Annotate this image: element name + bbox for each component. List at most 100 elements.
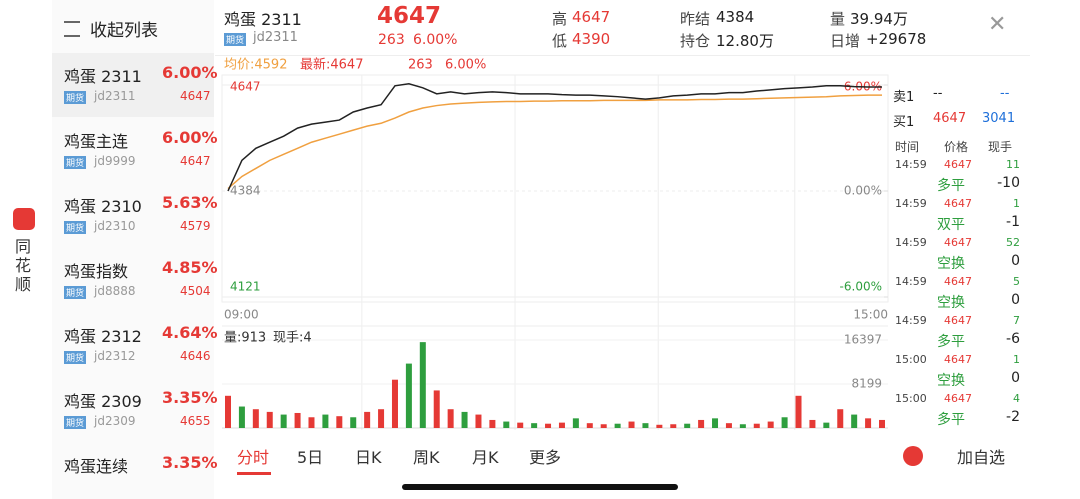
quote-label: 昨结 [680,10,711,28]
tab[interactable]: 周K [413,448,440,467]
item-change: 3.35% [162,453,218,472]
tab[interactable]: 分时 [237,448,270,467]
item-name[interactable]: 鸡蛋 2309 [64,392,142,411]
item-badge: 期货 [64,91,87,104]
quote-value: 39.94万 [850,10,908,28]
collapse-list[interactable]: 收起列表 [90,21,158,41]
trade-price: 4647 [944,353,972,366]
trade-price: 4647 [944,314,972,327]
item-name[interactable]: 鸡蛋 2311 [64,67,142,86]
tab[interactable]: 5日 [297,448,324,467]
quote-value: 4390 [572,30,611,48]
trade-vol: 11 [1006,158,1020,171]
trade-chg: 0 [1011,370,1020,386]
volume-bar [823,422,830,428]
item-change: 5.63% [162,193,218,212]
trade-header: 价格 [944,140,969,154]
trade-vol: 7 [1013,314,1020,327]
volume-bar [809,419,816,428]
tab[interactable]: 月K [472,448,499,467]
item-name[interactable]: 鸡蛋 2312 [64,327,142,346]
quote-name: 鸡蛋 2311 [224,10,302,29]
volume-bar [865,418,872,428]
item-change: 4.64% [162,323,218,342]
app-icon[interactable] [13,208,35,230]
app-name: 顺 [15,275,32,294]
quote-value: 12.80万 [716,32,774,50]
y2-tick-label: 0.00% [844,184,882,198]
volume-bar [642,423,649,428]
trade-vol: 1 [1013,197,1020,210]
home-indicator [402,484,678,490]
trade-chg: -2 [1006,409,1020,425]
volume-bar [712,418,719,428]
item-price: 4655 [180,414,211,428]
y-tick-label: 4121 [230,280,261,294]
volume-bar [545,423,552,428]
quote-label: 日增 [830,32,861,50]
item-code: jd8888 [94,284,136,298]
trade-header: 时间 [895,140,920,154]
legend-text: 现手:4 [273,331,312,346]
volume-bar [558,422,565,428]
volume-bar [517,422,524,428]
trade-price: 4647 [944,392,972,405]
legend-text: 6.00% [445,58,486,73]
legend-text: 均价:4592 [224,58,287,73]
close-button[interactable]: ✕ [988,12,1007,37]
y-tick-label: 16397 [844,333,882,347]
volume-bar [767,421,774,428]
price-line [227,94,882,190]
y2-tick-label: -6.00% [840,280,882,294]
volume-bar [461,411,468,428]
volume-bar [308,417,315,428]
ask-vol: -- [1000,86,1010,101]
app-name: 花 [15,256,32,275]
volume-bar [447,409,454,428]
item-name[interactable]: 鸡蛋连续 [64,457,129,476]
legend-text: 量:913 [224,331,266,346]
quote-price: 4647 [377,3,442,29]
record-dot[interactable] [903,446,923,466]
item-code: jd9999 [94,154,136,168]
volume-bar [781,417,788,428]
volume-bar [336,416,343,428]
volume-bar [531,423,538,428]
item-name[interactable]: 鸡蛋指数 [64,262,129,281]
item-change: 3.35% [162,388,218,407]
x-tick-label: 15:00 [853,308,888,322]
tab[interactable]: 日K [355,448,382,467]
quote-label: 持仓 [680,32,711,50]
volume-bar [698,419,705,428]
ask-label: 卖1 [893,90,915,105]
trade-vol: 52 [1006,236,1020,249]
bid-vol: 3041 [982,111,1016,126]
trade-chg: -6 [1006,331,1020,347]
add-watchlist[interactable]: 加自选 [957,448,1006,467]
volume-bar [419,342,426,428]
volume-bar [322,414,329,428]
item-name[interactable]: 鸡蛋主连 [64,132,129,151]
quote-badge: 期货 [224,33,247,46]
volume-bar [795,395,802,428]
collapse-icon[interactable] [64,21,80,37]
trade-price: 4647 [944,158,972,171]
volume-bar [656,424,663,428]
trade-header: 现手 [988,140,1013,154]
tab[interactable]: 更多 [529,448,562,467]
volume-bar [879,419,885,428]
volume-bar [238,406,245,428]
volume-bar [572,418,579,428]
item-badge: 期货 [64,156,87,169]
volume-bar [628,421,635,428]
item-badge: 期货 [64,221,87,234]
item-badge: 期货 [64,351,87,364]
item-code: jd2309 [94,414,136,428]
legend-text: 最新:4647 [300,57,363,73]
trade-type: 多平 [937,412,965,428]
item-name[interactable]: 鸡蛋 2310 [64,197,142,216]
price-line [227,83,882,192]
trade-price: 4647 [944,197,972,210]
